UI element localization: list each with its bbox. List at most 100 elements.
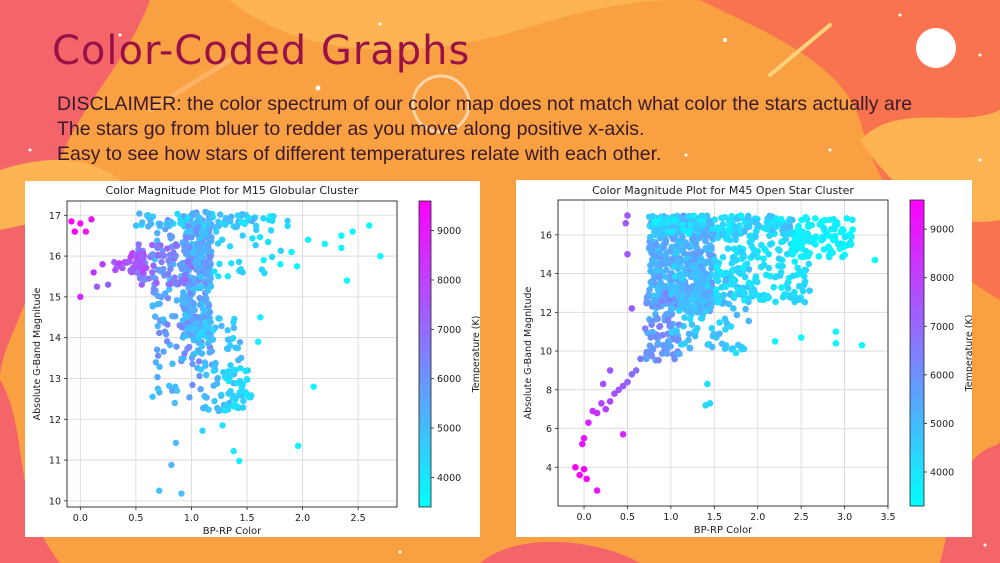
- data-point: [641, 325, 649, 332]
- data-point: [681, 340, 689, 347]
- slide-title: Color-Coded Graphs: [52, 28, 471, 74]
- data-point: [652, 219, 660, 226]
- data-point: [655, 356, 662, 364]
- data-point: [708, 265, 715, 272]
- data-point: [183, 293, 190, 301]
- data-point: [721, 214, 729, 221]
- data-point: [735, 290, 743, 298]
- data-point: [260, 215, 267, 222]
- data-point: [659, 331, 666, 339]
- data-point: [161, 272, 168, 279]
- data-point: [728, 212, 735, 220]
- data-point: [136, 210, 143, 217]
- data-point: [698, 212, 706, 220]
- data-point: [792, 246, 800, 254]
- data-point: [178, 355, 185, 362]
- data-point: [800, 281, 808, 289]
- data-point: [206, 253, 213, 261]
- x-tick-label: 1.0: [663, 512, 678, 523]
- data-point: [71, 228, 78, 235]
- data-point: [231, 315, 238, 323]
- data-point: [256, 233, 264, 241]
- y-axis-label: Absolute G-Band Magnitude: [523, 286, 534, 419]
- data-point: [839, 226, 846, 233]
- data-point: [215, 407, 222, 415]
- data-point: [637, 355, 644, 363]
- data-point: [185, 267, 192, 274]
- data-point: [789, 272, 797, 280]
- data-point: [236, 457, 243, 465]
- data-point: [229, 334, 237, 342]
- data-point: [228, 260, 235, 267]
- data-point: [815, 253, 823, 260]
- data-point: [643, 348, 651, 356]
- data-point: [779, 293, 787, 301]
- data-point: [167, 280, 174, 288]
- data-point: [741, 273, 749, 281]
- data-point: [82, 228, 90, 235]
- data-point: [797, 334, 805, 341]
- data-point: [831, 225, 838, 233]
- data-point: [207, 234, 214, 241]
- data-point: [707, 304, 714, 311]
- data-point: [294, 442, 302, 449]
- data-point: [572, 463, 579, 471]
- data-point: [656, 322, 664, 330]
- data-point: [132, 222, 140, 229]
- data-point: [624, 250, 631, 258]
- data-point: [754, 253, 762, 261]
- data-point: [169, 360, 176, 367]
- data-point: [156, 363, 163, 371]
- data-point: [231, 366, 239, 374]
- x-tick-label: 2.0: [750, 512, 765, 523]
- data-point: [190, 300, 197, 307]
- data-point: [668, 290, 675, 297]
- data-point: [748, 291, 756, 299]
- data-point: [202, 393, 209, 401]
- data-point: [697, 248, 705, 256]
- data-point: [660, 244, 667, 252]
- data-point: [786, 230, 793, 238]
- data-point: [752, 273, 760, 281]
- data-point: [245, 214, 252, 222]
- data-point: [226, 218, 234, 225]
- data-point: [223, 345, 231, 352]
- colorbar-label: Temperature (K): [964, 315, 972, 393]
- data-point: [654, 286, 662, 293]
- data-point: [722, 269, 730, 277]
- data-point: [696, 283, 703, 291]
- data-point: [702, 307, 710, 315]
- data-point: [149, 251, 156, 258]
- data-point: [772, 298, 779, 306]
- data-point: [774, 245, 782, 253]
- data-point: [154, 266, 162, 273]
- chart-title: Color Magnitude Plot for M45 Open Star C…: [592, 184, 854, 197]
- data-point: [671, 355, 678, 363]
- data-point: [778, 238, 785, 246]
- data-point: [775, 255, 783, 262]
- data-point: [153, 237, 161, 244]
- data-point: [209, 336, 217, 343]
- data-point: [686, 308, 694, 315]
- data-point: [662, 256, 669, 264]
- data-point: [593, 487, 601, 494]
- colorbar-tick-label: 7000: [930, 322, 954, 333]
- data-point: [664, 317, 672, 324]
- data-point: [172, 279, 180, 287]
- data-point: [783, 250, 791, 258]
- data-point: [709, 226, 716, 233]
- data-point: [744, 214, 752, 221]
- x-tick-label: 2.0: [295, 513, 310, 524]
- data-point: [186, 394, 193, 401]
- data-point: [284, 217, 291, 225]
- data-point: [624, 212, 631, 219]
- data-point: [757, 263, 765, 271]
- data-point: [184, 249, 192, 256]
- data-point: [240, 397, 247, 405]
- data-point: [254, 338, 262, 345]
- data-point: [727, 281, 735, 288]
- data-point: [680, 322, 687, 330]
- data-point: [796, 268, 803, 276]
- data-point: [184, 329, 192, 336]
- data-point: [829, 236, 837, 244]
